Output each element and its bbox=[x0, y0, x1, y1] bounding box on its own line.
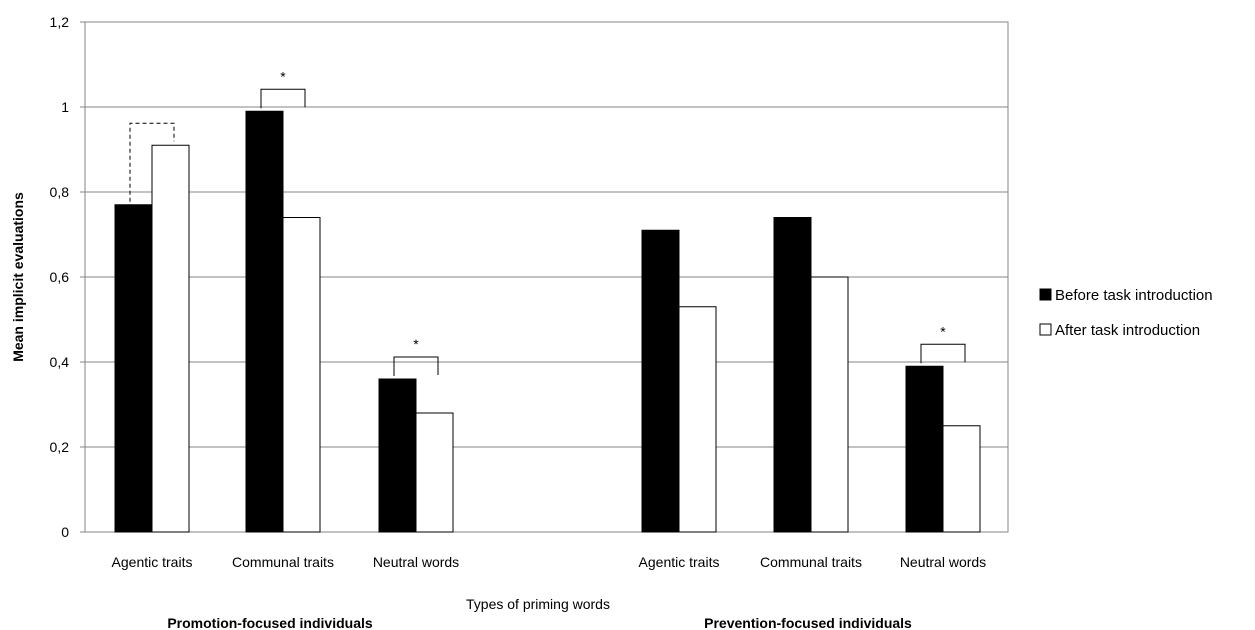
bar-after-6 bbox=[942, 425, 981, 533]
x-category-label: Communal traits bbox=[760, 554, 862, 570]
legend-swatch-after bbox=[1039, 323, 1052, 336]
bar-after-1 bbox=[151, 144, 190, 533]
bar-after-3 bbox=[415, 412, 454, 533]
y-tick-label: 0,6 bbox=[50, 269, 70, 285]
y-tick-label: 0,4 bbox=[50, 354, 70, 370]
y-tick-label: 0,2 bbox=[50, 439, 70, 455]
x-category-label: Neutral words bbox=[900, 554, 986, 570]
y-tick-label: 0 bbox=[61, 524, 69, 540]
x-axis-title: Types of priming words bbox=[466, 596, 610, 612]
significance-bracket bbox=[129, 122, 175, 202]
significance-bracket bbox=[920, 343, 966, 364]
y-tick-label: 1 bbox=[61, 99, 69, 115]
x-category-label: Agentic traits bbox=[639, 554, 720, 570]
group-label: Prevention-focused individuals bbox=[704, 615, 912, 630]
bar-after-4 bbox=[678, 306, 717, 533]
significance-star: * bbox=[940, 323, 946, 339]
group-label: Promotion-focused individuals bbox=[167, 615, 373, 630]
x-category-label: Communal traits bbox=[232, 554, 334, 570]
legend-label-after: After task introduction bbox=[1055, 322, 1200, 339]
legend-swatch-before bbox=[1039, 288, 1052, 301]
y-axis-title: Mean implicit evaluations bbox=[10, 192, 26, 362]
legend-label-before: Before task introduction bbox=[1055, 287, 1213, 304]
y-tick-label: 0,8 bbox=[50, 184, 70, 200]
x-category-label: Agentic traits bbox=[112, 554, 193, 570]
significance-star: * bbox=[280, 68, 286, 84]
y-tick-label: 1,2 bbox=[50, 14, 70, 30]
bar-before-4 bbox=[641, 229, 680, 533]
bar-after-5 bbox=[810, 276, 849, 533]
bar-before-5 bbox=[773, 217, 812, 533]
significance-bracket bbox=[393, 356, 439, 376]
significance-star: * bbox=[413, 336, 419, 352]
x-category-label: Neutral words bbox=[373, 554, 459, 570]
significance-bracket bbox=[260, 88, 306, 109]
bar-before-2 bbox=[245, 110, 284, 533]
bar-before-1 bbox=[114, 204, 153, 533]
bar-after-2 bbox=[282, 217, 321, 533]
bar-before-6 bbox=[905, 365, 944, 533]
bar-before-3 bbox=[378, 378, 417, 533]
